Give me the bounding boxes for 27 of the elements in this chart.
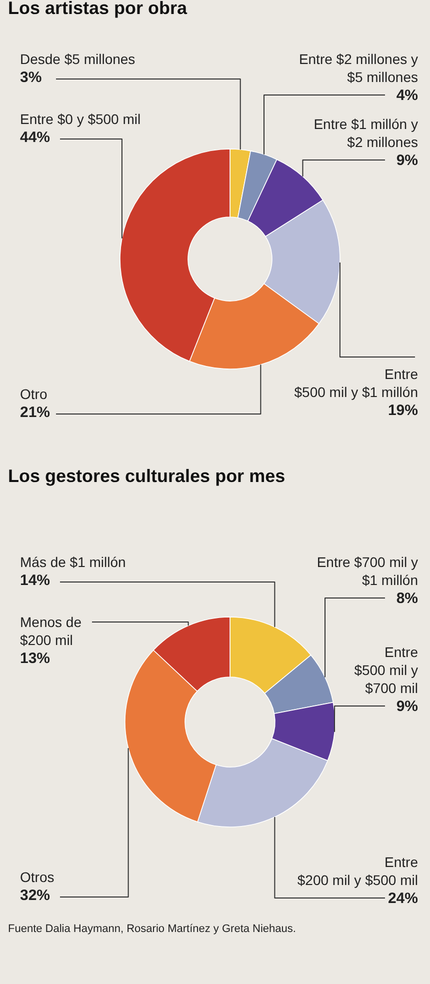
data-label: 19% xyxy=(388,402,418,419)
data-label: 9% xyxy=(396,152,418,169)
slice-label: Entre $1 millón y $2 millones xyxy=(314,116,418,150)
data-label: 4% xyxy=(396,87,418,104)
data-label: 14% xyxy=(20,572,50,589)
data-label: 3% xyxy=(20,69,42,86)
slice-label: Entre $2 millones y $5 millones xyxy=(298,51,418,85)
source-note: Fuente Dalia Haymann, Rosario Martínez y Greta Niehaus. xyxy=(8,923,296,935)
chart-title: Los gestores culturales por mes xyxy=(8,466,286,486)
slice-label: Desde $5 millones xyxy=(20,51,136,67)
slice-label: Entre $700 mil y $1 millón xyxy=(316,554,418,588)
data-label: 9% xyxy=(396,698,418,715)
data-label: 24% xyxy=(388,890,418,907)
slice-label: Más de $1 millón xyxy=(20,554,126,570)
slice-label: Entre $500 mil y $1 millón xyxy=(294,366,418,400)
slice-label: Menos de $200 mil xyxy=(20,614,82,648)
data-label: 13% xyxy=(20,650,50,667)
chart-title: Los artistas por obra xyxy=(8,0,188,18)
slice-label: Otros xyxy=(20,869,54,885)
data-label: 21% xyxy=(20,404,50,421)
data-label: 8% xyxy=(396,590,418,607)
data-label: 32% xyxy=(20,887,50,904)
slice-label: Entre $0 y $500 mil xyxy=(20,111,141,127)
slice-label: Otro xyxy=(20,386,48,402)
slice-label: Entre $200 mil y $500 mil xyxy=(297,854,418,888)
data-label: 44% xyxy=(20,129,50,146)
slice-label: Entre $500 mil y $700 mil xyxy=(354,644,418,696)
